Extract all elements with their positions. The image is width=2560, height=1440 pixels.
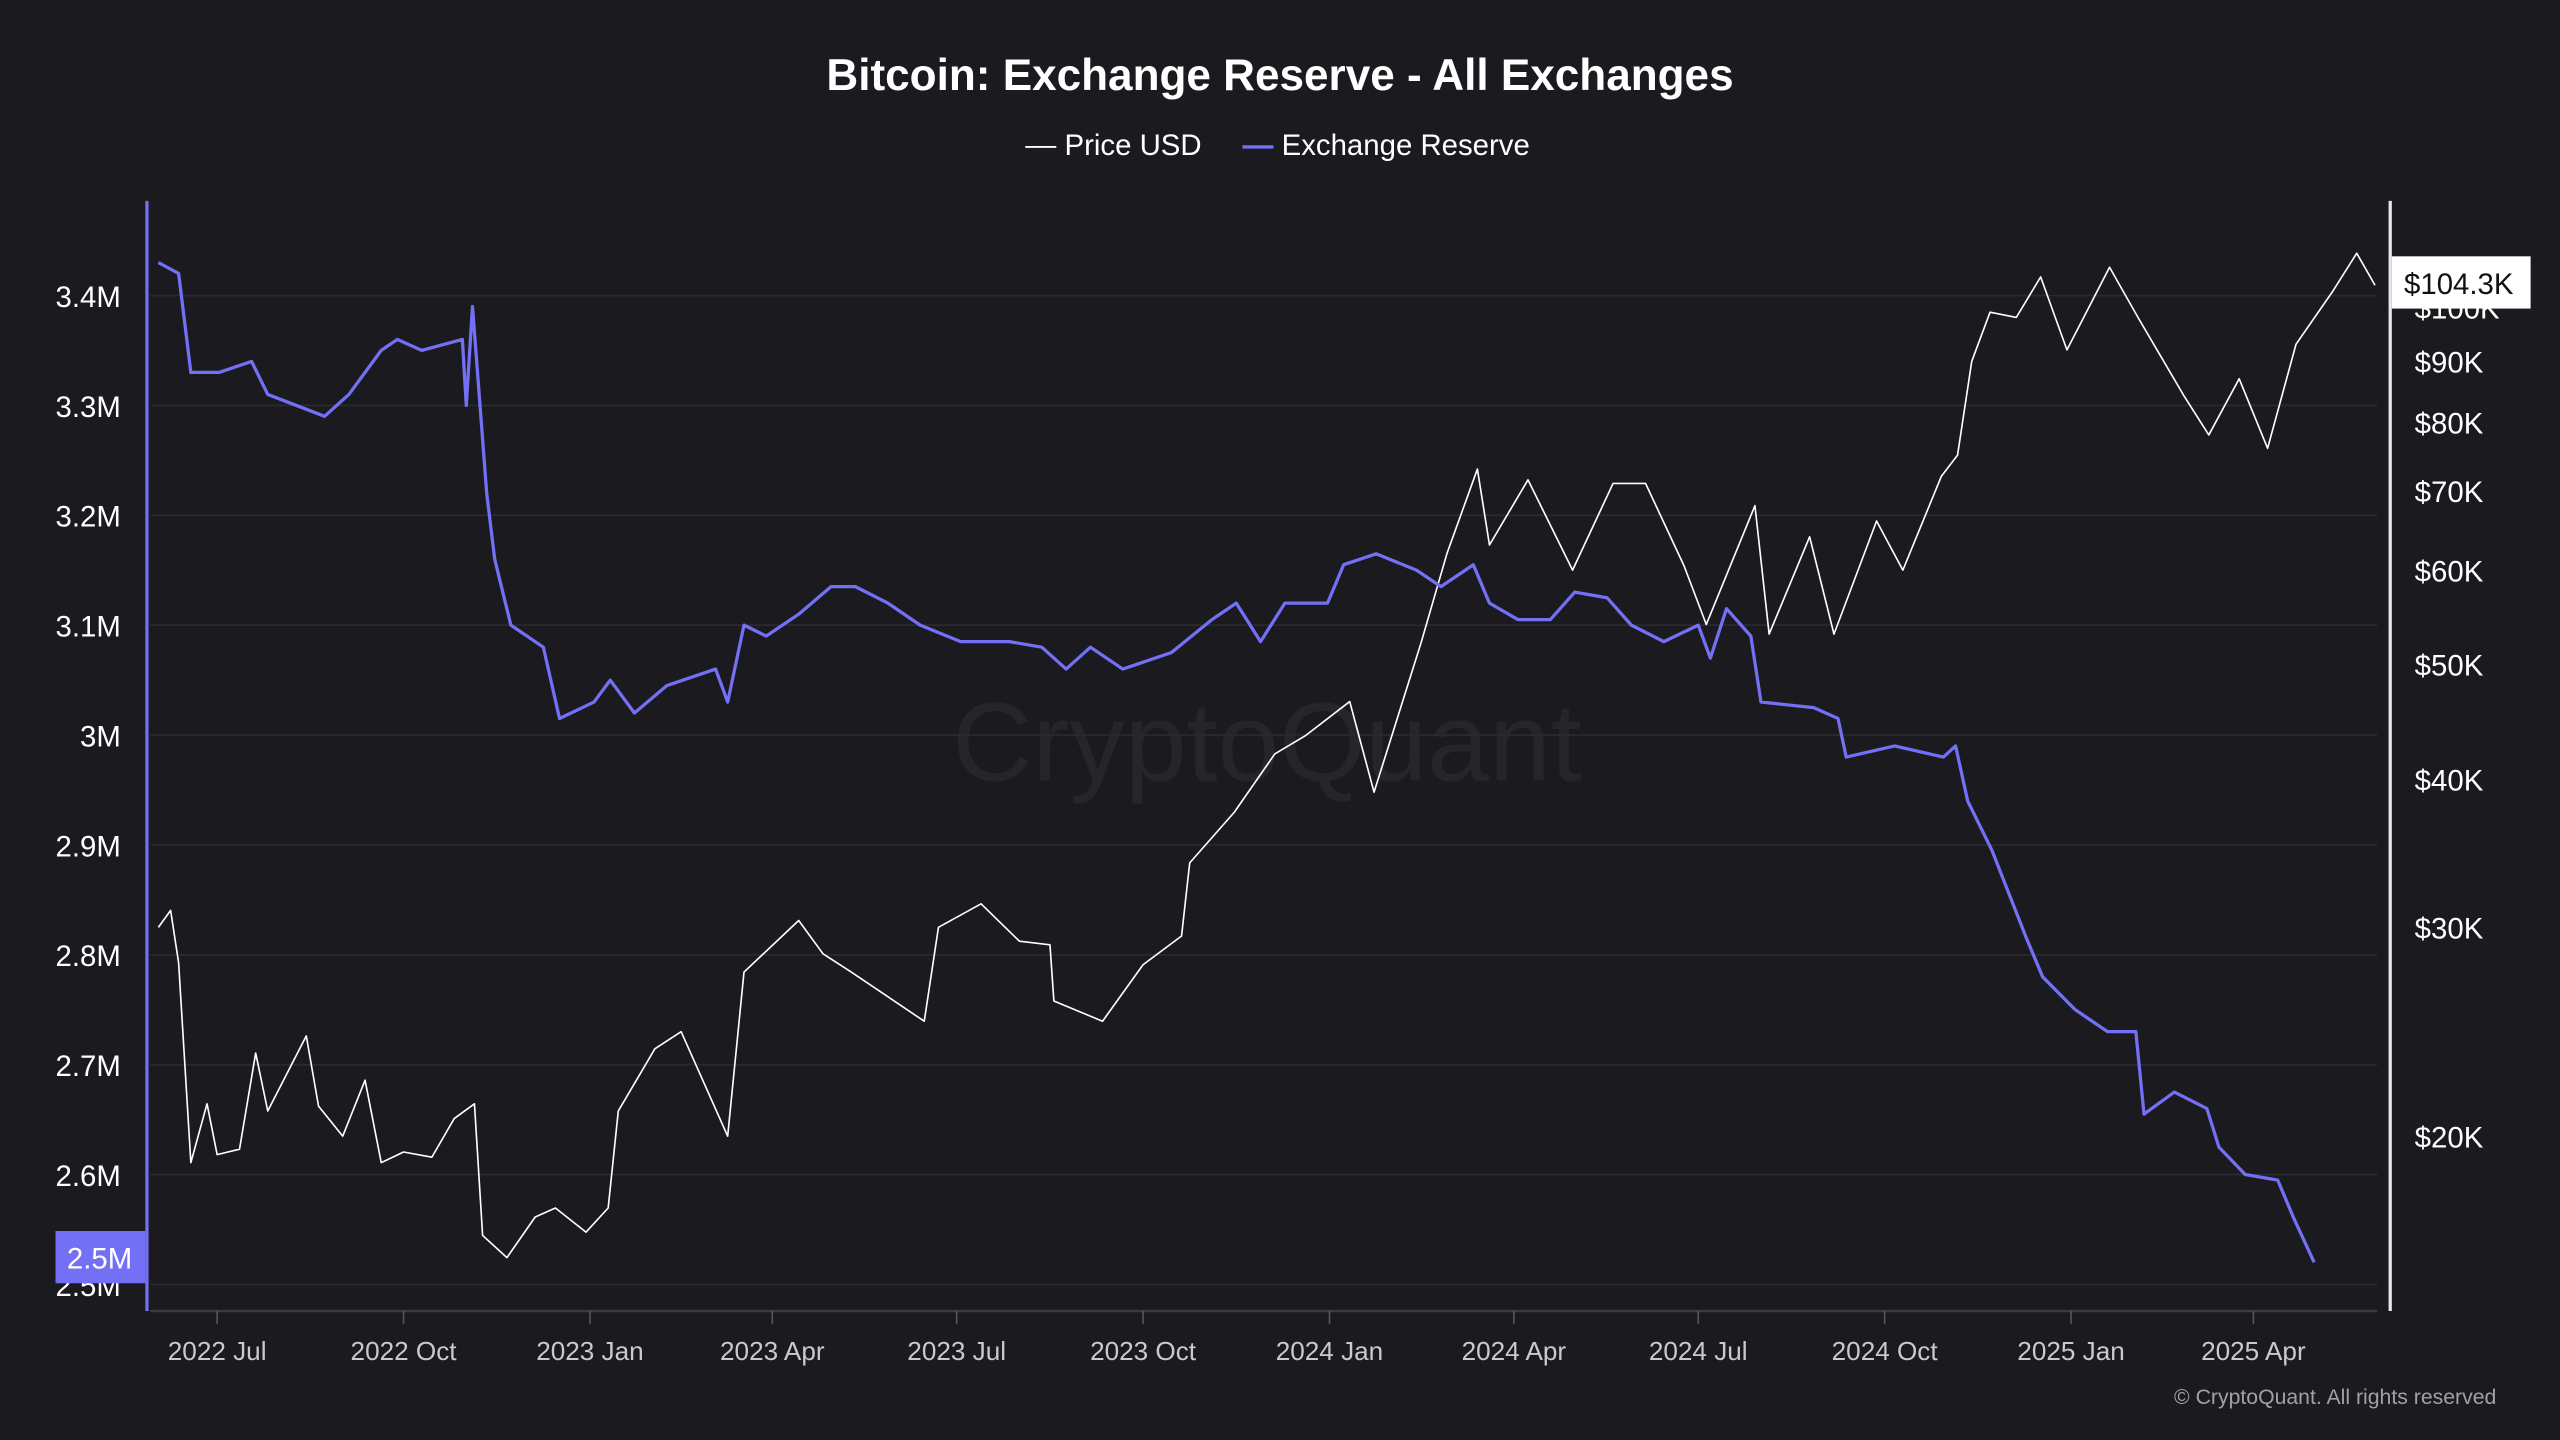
y-left-tick-label: 2.9M (56, 830, 121, 863)
current-price-label: $104.3K (2404, 268, 2514, 301)
x-tick-label: 2023 Apr (720, 1336, 825, 1366)
series-line-price-usd (157, 252, 2376, 1259)
current-price-badge: $104.3K (2391, 256, 2531, 309)
x-tick-label: 2022 Oct (351, 1336, 458, 1366)
x-tick-label: 2024 Oct (1832, 1336, 1939, 1366)
legend-item-reserve[interactable]: Exchange Reserve (1242, 129, 1530, 162)
y-left-tick-label: 3.2M (56, 501, 121, 534)
x-tick-label: 2022 Jul (168, 1336, 267, 1366)
y-right-tick-label: $40K (2415, 765, 2484, 798)
series-line-exchange-reserve (157, 261, 2316, 1264)
y-left-tick-label: 3.4M (56, 281, 121, 314)
y-left-tick-label: 2.6M (56, 1160, 121, 1193)
y-left-tick-label: 2.7M (56, 1050, 121, 1083)
y-right-tick-label: $30K (2415, 913, 2484, 946)
watermark: CryptoQuant (952, 679, 1582, 804)
y-left-tick-label: 2.8M (56, 940, 121, 973)
x-tick-label: 2025 Jan (2017, 1336, 2124, 1366)
x-tick-label: 2023 Jul (907, 1336, 1006, 1366)
legend: Price USD Exchange Reserve (1025, 129, 1530, 162)
y-right-tick-label: $90K (2415, 347, 2484, 380)
x-tick-label: 2024 Jan (1276, 1336, 1383, 1366)
x-axis: 2022 Jul 2022 Oct 2023 Jan 2023 Apr 2023 Jul… (150, 1309, 2378, 1366)
x-tick-label: 2025 Apr (2201, 1336, 2306, 1366)
y-left-tick-label: 3M (80, 720, 121, 753)
legend-label-price: Price USD (1064, 129, 1201, 162)
copyright: © CryptoQuant. All rights reserved (2174, 1386, 2496, 1409)
x-tick-label: 2024 Apr (1462, 1336, 1567, 1366)
current-reserve-label: 2.5M (67, 1243, 132, 1276)
gridlines (150, 294, 2378, 1286)
y-right-tick-label: $80K (2415, 407, 2484, 440)
y-left-tick-label: 3.1M (56, 611, 121, 644)
y-right-tick-label: $60K (2415, 556, 2484, 589)
x-tick-label: 2023 Oct (1090, 1336, 1197, 1366)
y-right-tick-label: $50K (2415, 650, 2484, 683)
y-right-tick-label: $20K (2415, 1122, 2484, 1155)
y-axis-right: $100K$90K$80K$70K$60K$50K$40K$30K$20K (2415, 292, 2500, 1154)
legend-label-reserve: Exchange Reserve (1282, 129, 1530, 162)
legend-item-price[interactable]: Price USD (1025, 129, 1202, 162)
x-tick-label: 2024 Jul (1649, 1336, 1748, 1366)
y-left-tick-label: 3.3M (56, 391, 121, 424)
x-tick-label: 2023 Jan (536, 1336, 643, 1366)
y-right-tick-label: $70K (2415, 476, 2484, 509)
chart-title: Bitcoin: Exchange Reserve - All Exchange… (826, 51, 1733, 100)
current-reserve-badge: 2.5M (55, 1231, 146, 1284)
